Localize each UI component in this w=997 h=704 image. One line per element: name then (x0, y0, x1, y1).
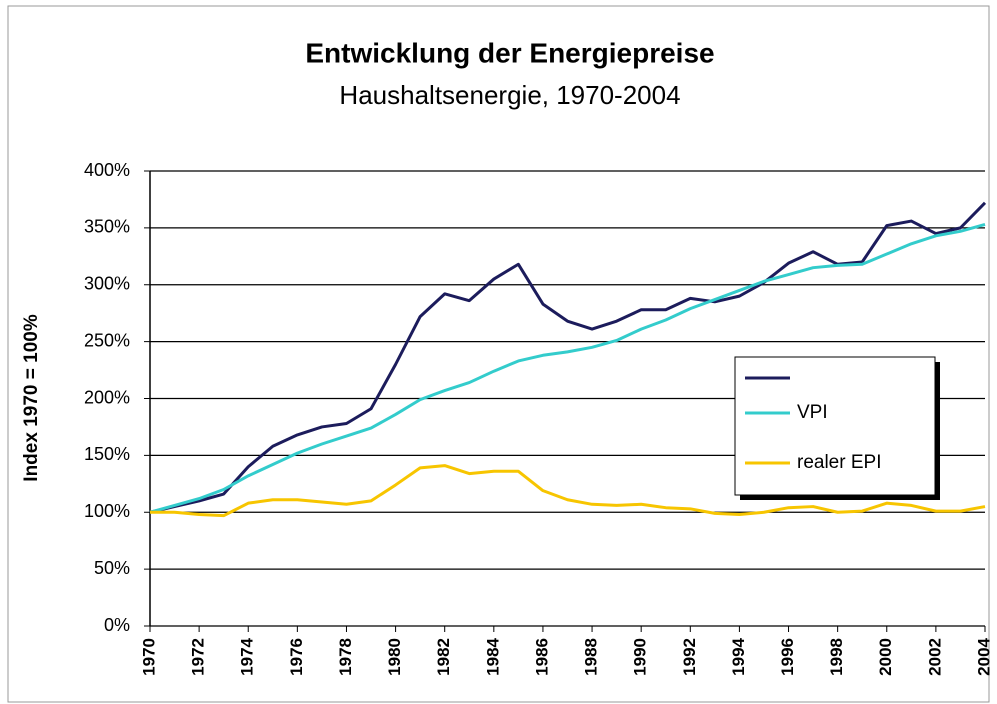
x-tick-label: 1992 (680, 638, 699, 676)
x-tick-label: 1980 (385, 638, 404, 676)
x-tick-label: 2000 (876, 638, 895, 676)
series-line (149, 201, 987, 514)
y-tick-label: 0% (104, 615, 130, 635)
y-axis-label: Index 1970 = 100% (21, 314, 42, 482)
x-tick-label: 1984 (483, 637, 502, 675)
chart-subtitle: Haushaltsenergie, 1970-2004 (339, 80, 680, 110)
x-tick-label: 1986 (532, 638, 551, 676)
legend-label: realer EPI (797, 452, 881, 473)
series-line (150, 464, 986, 518)
y-tick-label: 200% (84, 387, 130, 407)
y-tick-label: 250% (84, 330, 130, 350)
x-tick-label: 2004 (974, 637, 993, 675)
x-tick-label: 1990 (631, 638, 650, 676)
x-tick-label: 1978 (336, 638, 355, 676)
x-tick-label: 1970 (139, 638, 158, 676)
legend (734, 356, 936, 496)
y-tick-label: 150% (84, 444, 130, 464)
x-tick-label: 1996 (778, 638, 797, 676)
y-tick-label: 50% (94, 558, 130, 578)
y-tick-label: 100% (84, 501, 130, 521)
x-tick-label: 1976 (287, 638, 306, 676)
x-tick-label: 1998 (827, 638, 846, 676)
y-tick-label: 400% (84, 160, 130, 180)
x-tick-label: 1972 (189, 638, 208, 676)
chart-title: Entwicklung der Energiepreise (305, 37, 714, 68)
y-tick-label: 300% (84, 274, 130, 294)
series-line (149, 223, 986, 514)
legend-label: VPI (797, 402, 828, 423)
y-tick-label: 350% (84, 217, 130, 237)
x-tick-label: 1974 (238, 637, 257, 675)
x-tick-label: 1988 (582, 638, 601, 676)
frame (7, 5, 990, 703)
x-tick-label: 2002 (925, 638, 944, 676)
x-tick-label: 1994 (729, 637, 748, 675)
x-tick-label: 1982 (434, 638, 453, 676)
